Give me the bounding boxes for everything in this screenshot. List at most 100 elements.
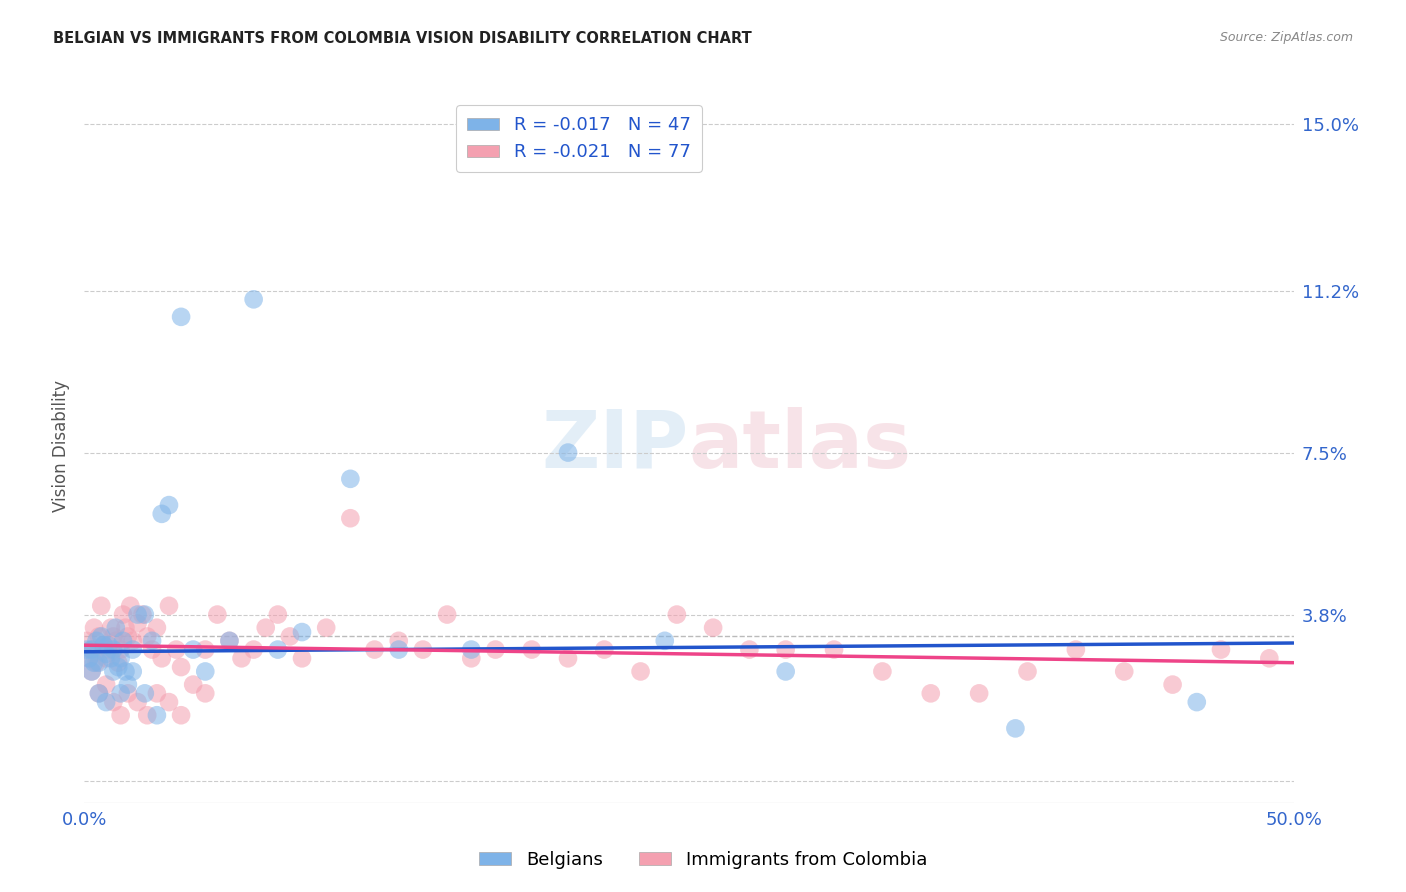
Point [107, 656, 129, 670]
Point [218, 633, 240, 648]
Point [388, 642, 411, 657]
Point [86, 656, 108, 670]
Point [83, 621, 105, 635]
Point [110, 642, 132, 657]
Point [80, 665, 103, 679]
Point [117, 629, 139, 643]
Point [165, 642, 187, 657]
Point [231, 651, 253, 665]
Point [967, 686, 990, 700]
Point [146, 708, 169, 723]
Point [436, 607, 458, 622]
Point [136, 708, 159, 723]
Point [194, 665, 217, 679]
Point [738, 642, 761, 657]
Point [484, 642, 506, 657]
Point [460, 651, 482, 665]
Point [134, 607, 156, 622]
Point [112, 607, 135, 622]
Point [170, 310, 193, 324]
Point [103, 695, 125, 709]
Point [110, 708, 132, 723]
Point [94, 677, 117, 691]
Point [872, 665, 894, 679]
Point [87, 686, 110, 700]
Point [630, 665, 652, 679]
Point [87, 629, 110, 643]
Point [823, 642, 845, 657]
Point [702, 621, 724, 635]
Point [242, 642, 264, 657]
Legend: R = -0.017   N = 47, R = -0.021   N = 77: R = -0.017 N = 47, R = -0.021 N = 77 [456, 105, 702, 172]
Point [117, 677, 139, 691]
Point [110, 686, 132, 700]
Point [127, 607, 149, 622]
Point [121, 665, 143, 679]
Point [77, 651, 100, 665]
Point [339, 511, 361, 525]
Point [121, 633, 143, 648]
Point [146, 621, 169, 635]
Point [100, 621, 122, 635]
Point [412, 642, 434, 657]
Point [388, 633, 411, 648]
Point [291, 651, 314, 665]
Point [593, 642, 616, 657]
Legend: Belgians, Immigrants from Colombia: Belgians, Immigrants from Colombia [471, 844, 935, 876]
Point [93, 638, 115, 652]
Point [76, 642, 98, 657]
Point [170, 660, 193, 674]
Text: atlas: atlas [689, 407, 912, 485]
Point [218, 633, 240, 648]
Point [194, 686, 217, 700]
Point [291, 625, 314, 640]
Point [1258, 651, 1281, 665]
Point [141, 642, 163, 657]
Point [207, 607, 229, 622]
Point [520, 642, 543, 657]
Point [557, 445, 579, 459]
Point [141, 633, 163, 648]
Point [1064, 642, 1087, 657]
Point [107, 660, 129, 674]
Point [157, 695, 180, 709]
Point [104, 621, 127, 635]
Text: Source: ZipAtlas.com: Source: ZipAtlas.com [1219, 31, 1353, 45]
Point [94, 647, 117, 661]
Point [103, 665, 125, 679]
Point [94, 651, 117, 665]
Point [339, 472, 361, 486]
Point [131, 607, 153, 622]
Point [97, 642, 120, 657]
Point [775, 665, 797, 679]
Point [103, 629, 125, 643]
Point [80, 642, 103, 657]
Point [254, 621, 277, 635]
Point [654, 633, 676, 648]
Point [121, 642, 143, 657]
Point [90, 629, 112, 643]
Point [90, 599, 112, 613]
Point [315, 621, 337, 635]
Point [1185, 695, 1208, 709]
Text: BELGIAN VS IMMIGRANTS FROM COLOMBIA VISION DISABILITY CORRELATION CHART: BELGIAN VS IMMIGRANTS FROM COLOMBIA VISI… [53, 31, 752, 46]
Point [86, 633, 108, 648]
Point [80, 665, 103, 679]
Point [1114, 665, 1136, 679]
Point [1161, 677, 1184, 691]
Point [146, 686, 169, 700]
Point [150, 507, 173, 521]
Point [94, 695, 117, 709]
Point [87, 656, 110, 670]
Point [104, 633, 127, 648]
Point [157, 599, 180, 613]
Point [77, 651, 100, 665]
Point [278, 629, 301, 643]
Point [83, 656, 105, 670]
Point [136, 629, 159, 643]
Point [557, 651, 579, 665]
Point [363, 642, 385, 657]
Point [775, 642, 797, 657]
Point [170, 708, 193, 723]
Point [114, 621, 136, 635]
